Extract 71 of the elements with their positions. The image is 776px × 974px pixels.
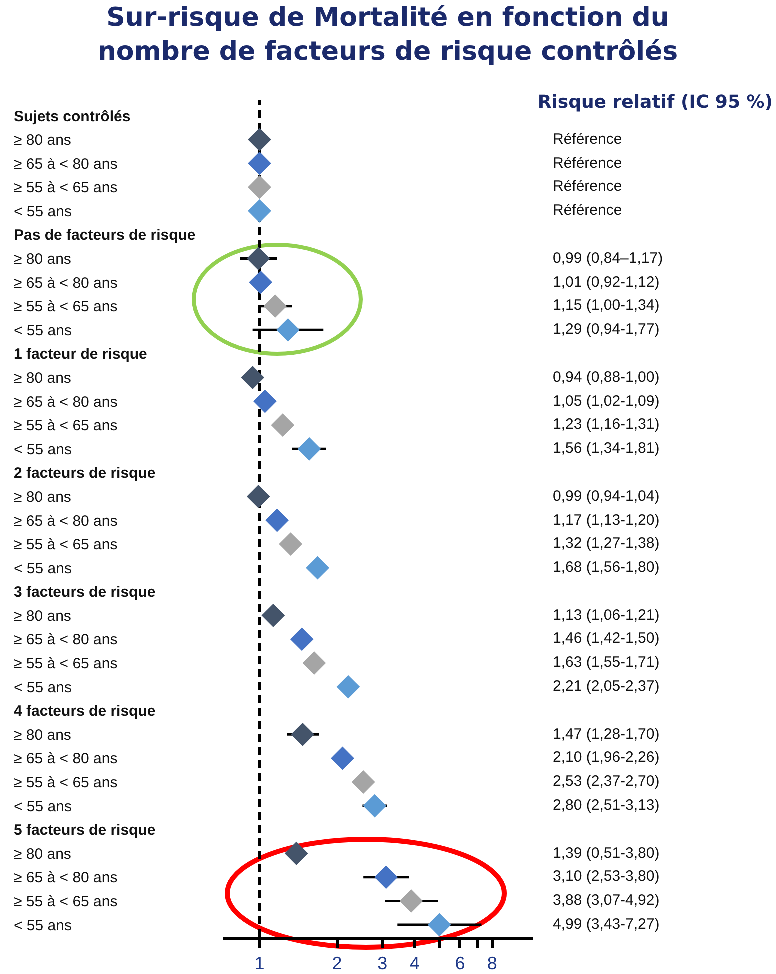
y-tick-label: ≥ 55 à < 65 ans	[14, 418, 118, 435]
text: 3,10 (2,53-3,80)	[553, 868, 660, 886]
text: 1,46 (1,42-1,50)	[553, 630, 660, 648]
y-tick-label: ≥ 65 à < 80 ans	[14, 156, 118, 173]
y-tick-label: < 55 ans	[14, 917, 72, 934]
text: 2,10 (1,96-2,26)	[553, 749, 660, 768]
text: 2,80 (2,51-3,13)	[553, 797, 660, 816]
y-tick-label: ≥ 55 à < 65 ans	[14, 774, 118, 792]
y-tick-label: < 55 ans	[14, 203, 72, 220]
text: 1,63 (1,55-1,71)	[553, 654, 660, 672]
x-tick-label: 6	[455, 954, 466, 974]
y-tick-label: ≥ 80 ans	[14, 132, 72, 150]
y-tick-label: Pas de facteurs de risque	[14, 227, 196, 244]
text: 0,99 (0,94-1,04)	[553, 488, 660, 506]
y-tick-label: ≥ 80 ans	[14, 488, 72, 506]
text: 3,88 (3,07-4,92)	[553, 892, 660, 910]
y-tick-label: ≥ 80 ans	[14, 726, 72, 744]
text: 1,23 (1,16-1,31)	[553, 416, 660, 434]
text: 1,56 (1,34-1,81)	[553, 440, 660, 458]
y-tick-label: ≥ 65 à < 80 ans	[14, 512, 118, 530]
y-tick-label: < 55 ans	[14, 560, 72, 578]
y-tick-label: ≥ 55 à < 65 ans	[14, 536, 118, 554]
text: 0,94 (0,88-1,00)	[553, 368, 660, 387]
y-tick-label: ≥ 80 ans	[14, 846, 72, 863]
text: 0,99 (0,84–1,17)	[553, 250, 664, 268]
text: Référence	[553, 130, 622, 149]
text: 1,01 (0,92-1,12)	[553, 274, 660, 292]
y-tick-label: 3 facteurs de risque	[14, 584, 156, 602]
y-tick-label: ≥ 65 à < 80 ans	[14, 394, 118, 411]
y-tick-label: ≥ 65 à < 80 ans	[14, 870, 118, 887]
y-tick-label: < 55 ans	[14, 798, 72, 816]
text: 2,21 (2,05-2,37)	[553, 678, 660, 696]
y-tick-label: 1 facteur de risque	[14, 346, 148, 364]
text: 1,17 (1,13-1,20)	[553, 512, 660, 530]
y-tick-label: ≥ 65 à < 80 ans	[14, 274, 118, 292]
y-tick-label: Sujets contrôlés	[14, 108, 131, 126]
text: 1,32 (1,27-1,38)	[553, 535, 660, 554]
text: 1,47 (1,28-1,70)	[553, 726, 660, 744]
text: 1,05 (1,02-1,09)	[553, 392, 660, 411]
text: 1,39 (0,51-3,80)	[553, 844, 660, 863]
y-tick-label: < 55 ans	[14, 679, 72, 696]
y-tick-label: 5 facteurs de risque	[14, 822, 156, 840]
x-tick-label: 3	[378, 954, 388, 974]
y-tick-label: < 55 ans	[14, 441, 72, 458]
y-tick-label: 4 facteurs de risque	[14, 703, 156, 720]
text: 1,13 (1,06-1,21)	[553, 606, 660, 625]
y-tick-label: ≥ 55 à < 65 ans	[14, 298, 118, 316]
chart-title: Sur-risque de Mortalité en fonction du nombre de facteurs de risque contrôlés	[96, 2, 680, 69]
text: Référence	[553, 154, 622, 173]
y-tick-label: ≥ 55 à < 65 ans	[14, 656, 118, 673]
text: 2,53 (2,37-2,70)	[553, 773, 660, 792]
x-tick-label: 2	[332, 954, 342, 974]
x-tick-label: 4	[410, 954, 420, 974]
y-tick-label: < 55 ans	[14, 322, 72, 340]
y-tick-label: ≥ 80 ans	[14, 370, 72, 387]
x-tick-label: 8	[487, 954, 498, 974]
text: 1,68 (1,56-1,80)	[553, 559, 660, 578]
text: 4,99 (3,43-7,27)	[553, 916, 660, 934]
y-tick-label: ≥ 65 à < 80 ans	[14, 750, 118, 768]
text: Risque relatif (IC 95 %)	[538, 91, 773, 115]
y-tick-label: ≥ 55 à < 65 ans	[14, 893, 118, 910]
text: Référence	[553, 202, 622, 220]
y-tick-label: ≥ 65 à < 80 ans	[14, 632, 118, 649]
text: 1,15 (1,00-1,34)	[553, 297, 660, 316]
text: 1,29 (0,94-1,77)	[553, 321, 660, 340]
y-tick-label: ≥ 80 ans	[14, 251, 72, 268]
y-tick-label: ≥ 55 à < 65 ans	[14, 180, 118, 197]
y-tick-label: ≥ 80 ans	[14, 608, 72, 625]
y-tick-label: 2 facteurs de risque	[14, 465, 156, 482]
x-tick-label: 1	[254, 954, 265, 974]
text: Référence	[553, 178, 622, 196]
